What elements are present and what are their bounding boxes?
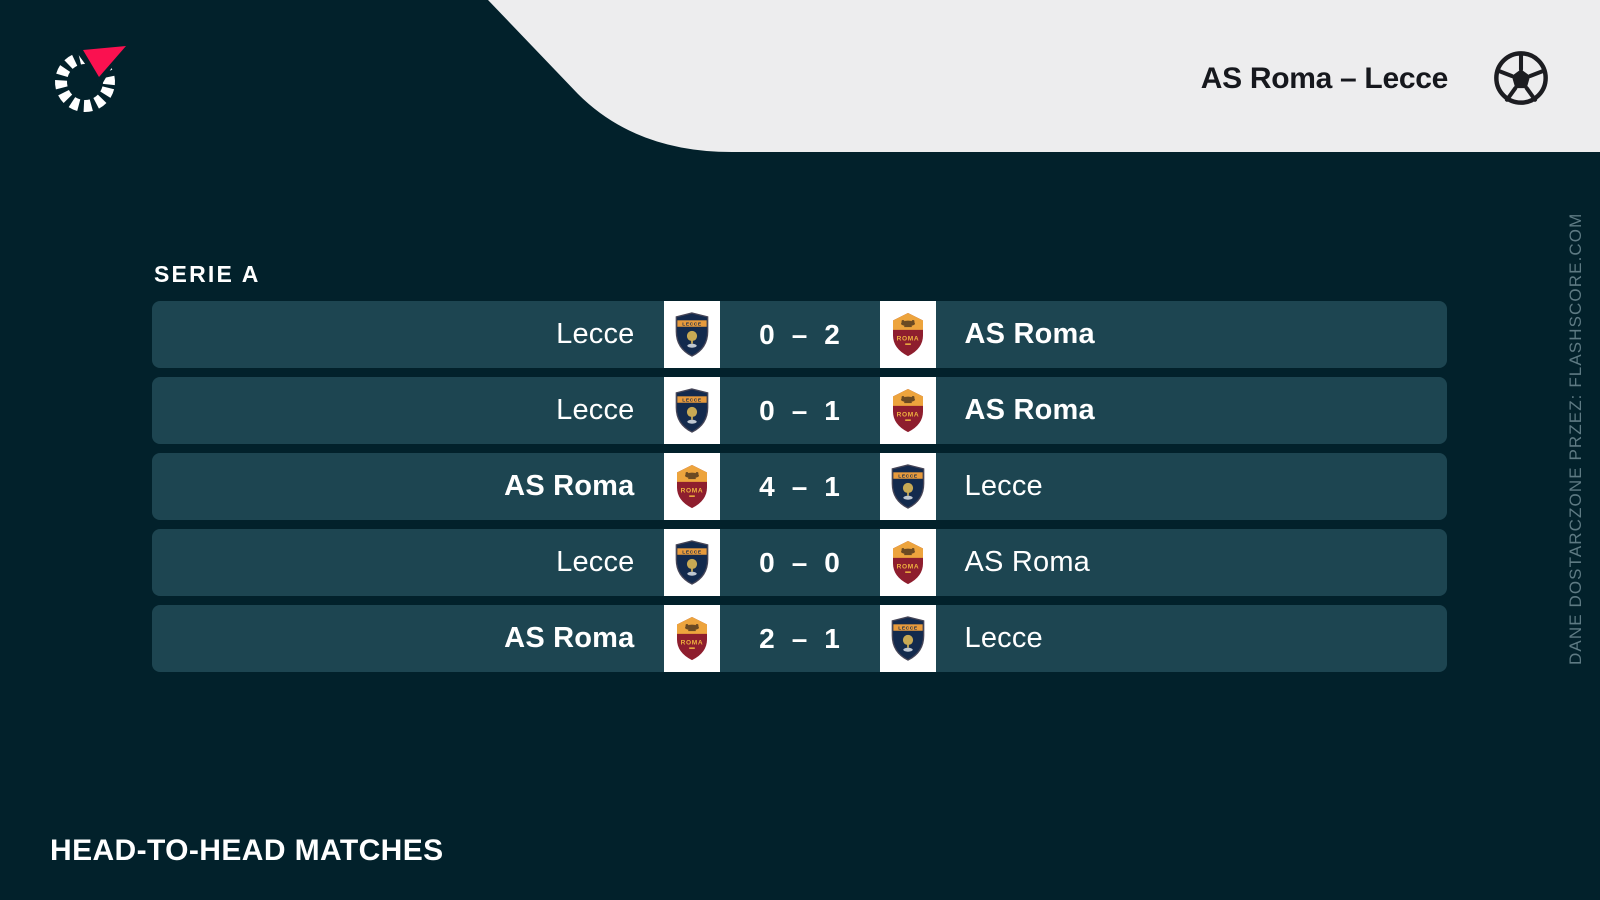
away-team-name: Lecce [964, 622, 1043, 654]
home-badge-box [663, 529, 720, 596]
home-score: 4 [759, 470, 775, 502]
home-team-name: AS Roma [504, 622, 635, 654]
football-icon [1492, 49, 1550, 107]
match-row[interactable]: Lecce 0 – 2 AS Roma [152, 301, 1447, 368]
home-badge-box [663, 453, 720, 520]
away-team-badge-icon [891, 464, 925, 509]
home-team-name: Lecce [556, 318, 635, 350]
away-score: 2 [824, 318, 840, 350]
home-team-name: Lecce [556, 546, 635, 578]
home-score: 2 [759, 622, 775, 654]
flashscore-logo-icon[interactable] [47, 46, 129, 116]
away-team-name: AS Roma [964, 394, 1095, 426]
page-title: AS Roma – Lecce [1200, 62, 1449, 95]
away-badge-box [879, 301, 936, 368]
section-title: HEAD-TO-HEAD MATCHES [50, 834, 444, 867]
away-badge-box [879, 453, 936, 520]
away-team-badge-icon [891, 388, 925, 433]
home-score: 0 [759, 318, 775, 350]
league-label: SERIE A [154, 261, 261, 287]
match-score: 0 – 0 [720, 529, 880, 596]
away-score: 1 [824, 622, 840, 654]
away-score: 0 [824, 546, 840, 578]
home-team-badge-icon [675, 540, 709, 585]
home-badge-box [663, 301, 720, 368]
match-row[interactable]: AS Roma 4 – 1 Lecce [152, 453, 1447, 520]
home-team-badge-icon [675, 616, 709, 661]
match-score: 0 – 2 [720, 301, 880, 368]
match-row[interactable]: AS Roma 2 – 1 Lecce [152, 605, 1447, 672]
match-score: 4 – 1 [720, 453, 880, 520]
away-badge-box [879, 529, 936, 596]
away-score: 1 [824, 470, 840, 502]
home-team-name: AS Roma [504, 470, 635, 502]
home-badge-box [663, 377, 720, 444]
score-separator: – [791, 470, 808, 502]
match-score: 2 – 1 [720, 605, 880, 672]
matches-list: Lecce 0 – 2 AS Roma Lecce 0 – 1 [152, 301, 1447, 681]
home-team-name: Lecce [556, 394, 635, 426]
score-separator: – [791, 622, 808, 654]
away-team-badge-icon [891, 616, 925, 661]
away-score: 1 [824, 394, 840, 426]
away-team-badge-icon [891, 540, 925, 585]
match-row[interactable]: Lecce 0 – 1 AS Roma [152, 377, 1447, 444]
home-team-badge-icon [675, 388, 709, 433]
away-badge-box [879, 605, 936, 672]
away-badge-box [879, 377, 936, 444]
score-separator: – [791, 394, 808, 426]
score-separator: – [791, 546, 808, 578]
header-curve-shape [488, 0, 1600, 152]
away-team-name: AS Roma [964, 546, 1090, 578]
score-separator: – [791, 318, 808, 350]
match-row[interactable]: Lecce 0 – 0 AS Roma [152, 529, 1447, 596]
home-badge-box [663, 605, 720, 672]
home-score: 0 [759, 394, 775, 426]
home-team-badge-icon [675, 464, 709, 509]
away-team-name: AS Roma [964, 318, 1095, 350]
away-team-name: Lecce [964, 470, 1043, 502]
home-score: 0 [759, 546, 775, 578]
away-team-badge-icon [891, 312, 925, 357]
match-score: 0 – 1 [720, 377, 880, 444]
home-team-badge-icon [675, 312, 709, 357]
attribution-watermark: DANE DOSTARCZONE PRZEZ: FLASHSCORE.COM [1566, 212, 1585, 665]
